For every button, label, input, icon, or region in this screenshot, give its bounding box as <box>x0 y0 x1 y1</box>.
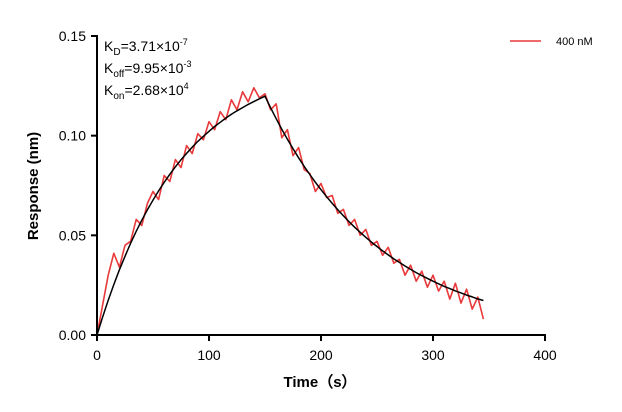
kd-text: =3.71×10 <box>121 38 180 54</box>
x-tick-label: 200 <box>309 347 333 363</box>
y-tick-label: 0.15 <box>59 28 86 44</box>
y-tick-label: 0.10 <box>59 128 86 144</box>
annotation-koff: Koff=9.95×10-3 <box>104 59 191 80</box>
svg-text:Kon=2.68×104: Kon=2.68×104 <box>104 81 189 102</box>
kd-sub: D <box>113 47 120 58</box>
x-tick-label: 0 <box>93 347 101 363</box>
svg-text:Koff=9.95×10-3: Koff=9.95×10-3 <box>104 59 191 80</box>
legend-label: 400 nM <box>556 36 593 48</box>
kon-exp: 4 <box>184 81 189 91</box>
kon-sub: on <box>113 91 124 102</box>
kd-base: K <box>104 38 114 54</box>
svg-text:KD=3.71×10-7: KD=3.71×10-7 <box>104 37 188 58</box>
y-tick-label: 0.00 <box>59 327 86 343</box>
series-line-raw <box>96 87 485 336</box>
kd-exp: -7 <box>180 37 188 47</box>
annotation-kd: KD=3.71×10-7 <box>104 37 188 58</box>
legend: 400 nM <box>510 36 593 48</box>
x-axis-title: Time（s） <box>283 373 356 391</box>
annotation-kon: Kon=2.68×104 <box>104 81 189 102</box>
koff-exp: -3 <box>183 59 191 69</box>
kon-base: K <box>104 82 114 98</box>
x-tick-label: 100 <box>197 347 221 363</box>
y-tick-label: 0.05 <box>59 227 86 243</box>
y-axis-title: Response (nm) <box>25 132 42 240</box>
kon-text: =2.68×10 <box>124 82 183 98</box>
koff-base: K <box>104 60 114 76</box>
x-tick-label: 400 <box>533 347 557 363</box>
x-tick-label: 300 <box>421 347 445 363</box>
series-line-fit <box>96 95 484 336</box>
koff-sub: off <box>113 69 124 80</box>
koff-text: =9.95×10 <box>124 60 183 76</box>
